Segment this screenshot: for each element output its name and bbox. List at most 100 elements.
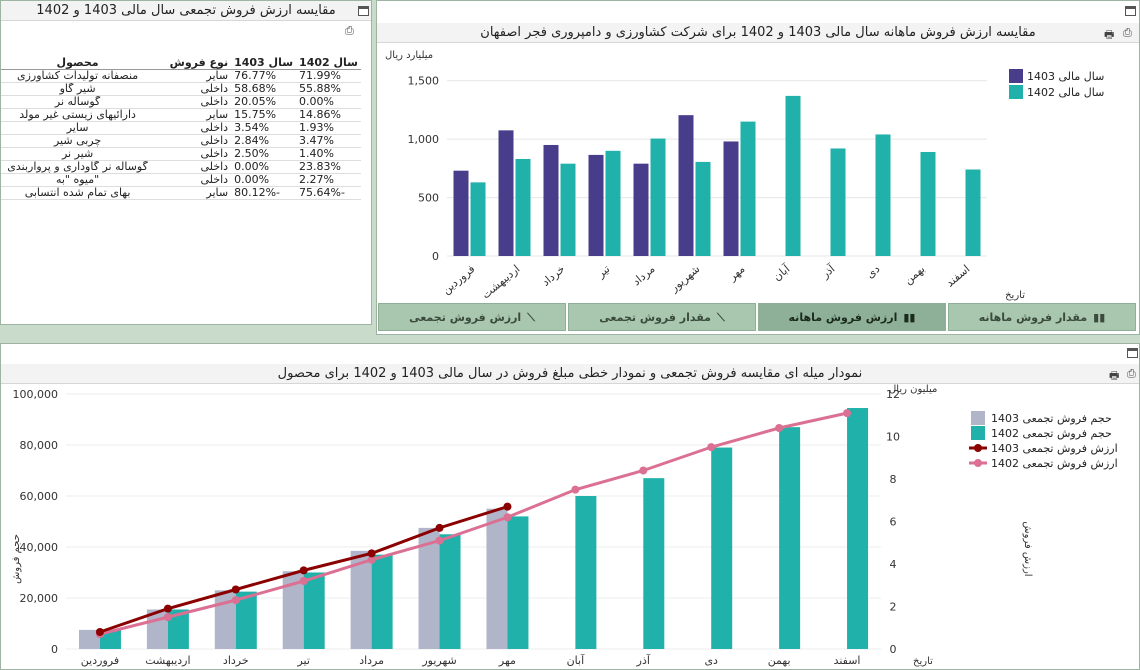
legend-marker bbox=[974, 459, 982, 467]
data-point bbox=[231, 585, 240, 594]
x-tick-label: شهریور bbox=[667, 262, 702, 295]
table-row[interactable]: -75.64% -80.12% سایر بهای تمام شده انتسابی bbox=[1, 186, 361, 200]
tab-0[interactable]: ▮▮ مقدار فروش ماهانه bbox=[948, 303, 1136, 331]
x-tick-label: فروردین bbox=[81, 654, 119, 667]
data-point bbox=[503, 502, 512, 511]
bar-1402 bbox=[650, 138, 666, 256]
x-axis-label: تاریخ bbox=[913, 656, 933, 667]
table-row[interactable]: 14.86% 15.75% سایر دارائیهای زیستی غیر مولد bbox=[1, 108, 361, 122]
bar-1403 bbox=[633, 163, 649, 256]
bar-vol1402 bbox=[779, 427, 801, 649]
table-row[interactable]: 0.00% 20.05% داخلی گوساله نر bbox=[1, 95, 361, 109]
maximize-icon[interactable] bbox=[1127, 348, 1138, 358]
legend-label: ارزش فروش تجمعی 1402 bbox=[991, 457, 1118, 470]
print-icon[interactable]: 🖶 bbox=[1109, 369, 1120, 382]
cell-type: داخلی bbox=[154, 134, 232, 148]
legend-label: ارزش فروش تجمعی 1403 bbox=[991, 442, 1118, 455]
maximize-icon[interactable] bbox=[1125, 6, 1136, 16]
x-tick-label: مرداد bbox=[630, 262, 657, 288]
export-icon[interactable]: ⎙ bbox=[1123, 26, 1132, 39]
cell-1403: 20.05% bbox=[231, 95, 297, 109]
cell-1402: 1.40% bbox=[296, 147, 361, 161]
bar-1403 bbox=[588, 154, 604, 256]
data-point bbox=[639, 466, 648, 475]
table-row[interactable]: 1.93% 3.54% داخلی سایر bbox=[1, 121, 361, 135]
bar-1402 bbox=[875, 134, 891, 256]
cell-1402: 71.99% bbox=[296, 69, 361, 83]
y-tick-label: 40,000 bbox=[20, 541, 59, 554]
legend-swatch bbox=[971, 411, 985, 425]
bar-vol1402 bbox=[303, 572, 325, 649]
bar-chart-icon: ▮▮ bbox=[1093, 311, 1106, 324]
header-product[interactable]: محصول bbox=[1, 41, 155, 70]
print-icon[interactable]: 🖶 bbox=[1104, 28, 1115, 41]
data-point bbox=[299, 566, 308, 575]
export-icon[interactable]: ⎙ bbox=[1127, 367, 1136, 380]
y-tick-label: 0 bbox=[432, 250, 439, 263]
y-tick-label: 60,000 bbox=[20, 490, 59, 503]
bar-1403 bbox=[723, 141, 739, 256]
table-row[interactable]: 1.40% 2.50% داخلی شیر نر bbox=[1, 147, 361, 161]
legend-label: سال مالی 1402 bbox=[1027, 86, 1104, 99]
line-chart-icon: ⟋ bbox=[527, 311, 535, 324]
legend-swatch bbox=[1009, 69, 1023, 83]
cell-type: داخلی bbox=[154, 95, 232, 109]
y2-tick-label: 2 bbox=[890, 601, 897, 614]
cell-1402: 2.27% bbox=[296, 173, 361, 187]
data-point bbox=[163, 604, 172, 613]
table-row[interactable]: 23.83% 0.00% داخلی گوساله نر گاوداری و پروا… bbox=[1, 160, 361, 174]
header-1402[interactable]: سال 1402 bbox=[296, 41, 361, 70]
maximize-icon[interactable] bbox=[358, 6, 369, 16]
legend-label: حجم فروش تجمعی 1403 bbox=[991, 412, 1112, 425]
cell-1402: 14.86% bbox=[296, 108, 361, 122]
bar-vol1402 bbox=[643, 478, 665, 649]
bar-vol1403 bbox=[78, 629, 100, 649]
y-tick-label: 100,000 bbox=[13, 388, 59, 401]
bar-1402 bbox=[830, 148, 846, 256]
cell-type: سایر bbox=[154, 108, 232, 122]
data-point bbox=[435, 523, 444, 532]
x-tick-label: مهر bbox=[725, 262, 747, 284]
tab-3[interactable]: ⟋ ارزش فروش تجمعی bbox=[378, 303, 566, 331]
legend-swatch bbox=[1009, 85, 1023, 99]
table-row[interactable]: 2.27% 0.00% داخلی "میوه "به bbox=[1, 173, 361, 187]
export-icon[interactable]: ⎙ bbox=[345, 24, 354, 37]
y-tick-label: 0 bbox=[51, 643, 58, 656]
data-point bbox=[367, 549, 376, 558]
x-tick-label: مهر bbox=[498, 654, 516, 667]
bar-vol1402 bbox=[847, 408, 869, 649]
line-chart-icon: ⟋ bbox=[716, 311, 725, 324]
bar-vol1402 bbox=[235, 591, 257, 649]
table-row[interactable]: 71.99% 76.77% سایر منصفانه تولیدات کشاورزی bbox=[1, 69, 361, 83]
bar-1402 bbox=[560, 163, 576, 256]
cell-type: داخلی bbox=[154, 121, 232, 135]
header-1403[interactable]: سال 1403 bbox=[231, 41, 297, 70]
legend-label: حجم فروش تجمعی 1402 bbox=[991, 427, 1112, 440]
data-point bbox=[95, 628, 104, 636]
bar-vol1402 bbox=[167, 609, 189, 649]
legend-label: سال مالی 1403 bbox=[1027, 70, 1104, 83]
x-tick-label: دی bbox=[704, 654, 718, 667]
tab-label: مقدار فروش ماهانه bbox=[978, 311, 1088, 324]
bar-1402 bbox=[470, 182, 486, 256]
bar-1403 bbox=[543, 144, 559, 256]
cell-product: گوساله نر bbox=[1, 95, 155, 109]
monthly-chart-panel: مقایسه ارزش فروش ماهانه سال مالی 1403 و … bbox=[376, 0, 1140, 335]
tab-1[interactable]: ▮▮ ارزش فروش ماهانه bbox=[758, 303, 946, 331]
chart-tabs: ▮▮ مقدار فروش ماهانه ▮▮ ارزش فروش ماهانه ⟋ مق… bbox=[377, 303, 1137, 331]
y-tick-label: 500 bbox=[418, 192, 439, 205]
bar-1402 bbox=[695, 161, 711, 256]
table-row[interactable]: 55.88% 58.68% داخلی شیر گاو bbox=[1, 82, 361, 96]
table-panel-title: مقایسه ارزش فروش تجمعی سال مالی 1403 و 1… bbox=[1, 1, 371, 21]
data-point bbox=[435, 536, 444, 545]
cell-product: "میوه "به bbox=[1, 173, 155, 187]
bar-vol1403 bbox=[350, 550, 372, 649]
data-point bbox=[707, 443, 716, 452]
tab-2[interactable]: ⟋ مقدار فروش تجمعی bbox=[568, 303, 756, 331]
cell-1403: 2.84% bbox=[231, 134, 297, 148]
cell-1402: 1.93% bbox=[296, 121, 361, 135]
cell-product: گوساله نر گاوداری و پرواربندی bbox=[1, 160, 155, 174]
header-type[interactable]: نوع فروش bbox=[154, 41, 232, 70]
table-row[interactable]: 3.47% 2.84% داخلی چربی شیر bbox=[1, 134, 361, 148]
bar-1402 bbox=[740, 121, 756, 256]
